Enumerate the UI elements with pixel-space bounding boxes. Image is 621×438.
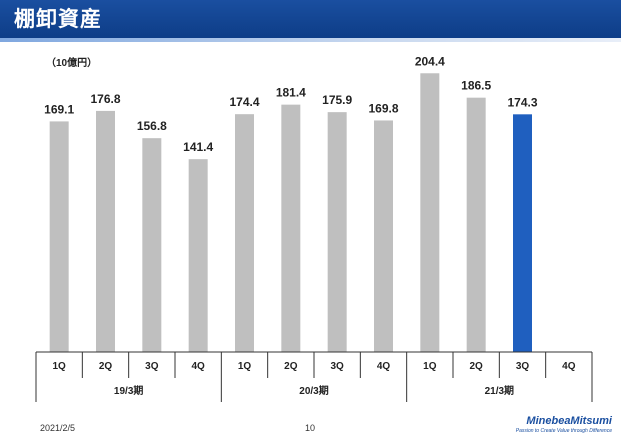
unit-label: （10億円） <box>46 58 98 69</box>
bar <box>281 104 301 353</box>
x-tick-label: 2Q <box>284 361 298 372</box>
x-tick-label: 4Q <box>191 361 205 372</box>
x-tick-label: 3Q <box>145 361 159 372</box>
bar <box>235 114 254 352</box>
group-label: 21/3期 <box>485 384 514 397</box>
bar <box>513 114 532 353</box>
page-title: 棚卸資産 <box>14 8 102 31</box>
x-tick-label: 1Q <box>423 361 437 372</box>
header-accent-band <box>0 38 621 42</box>
data-label: 181.4 <box>276 86 306 100</box>
data-label: 169.8 <box>368 101 398 115</box>
bar <box>188 159 208 352</box>
x-tick-label: 2Q <box>469 361 483 372</box>
data-label: 141.4 <box>183 140 213 154</box>
data-label: 169.1 <box>44 102 74 116</box>
bar <box>466 97 486 352</box>
data-label: 204.4 <box>415 54 445 68</box>
bar <box>374 120 393 352</box>
header-bar: 棚卸資産 <box>0 0 621 40</box>
x-tick-label: 1Q <box>52 361 66 372</box>
brand-tagline: Passion to Create Value through Differen… <box>515 428 612 434</box>
brand-name: MinebeaMitsumi <box>526 415 612 427</box>
data-label: 175.9 <box>322 93 352 107</box>
bar <box>327 112 347 353</box>
x-tick-label: 1Q <box>238 361 252 372</box>
footer-date: 2021/2/5 <box>40 423 76 433</box>
data-label: 186.5 <box>461 79 491 93</box>
x-tick-label: 2Q <box>99 361 113 372</box>
group-label: 19/3期 <box>114 384 143 397</box>
data-label: 174.3 <box>507 95 537 109</box>
group-label: 20/3期 <box>299 384 328 397</box>
bar <box>49 121 69 352</box>
page-number: 10 <box>305 423 316 433</box>
x-tick-label: 3Q <box>330 361 344 372</box>
data-label: 156.8 <box>137 119 167 133</box>
bar <box>142 138 162 352</box>
inventory-bar-chart: 169.1 176.8 156.8 141.4 174.4 181.4 175.9 169.8… <box>35 54 593 402</box>
x-tick-label: 4Q <box>562 361 576 372</box>
x-tick-label: 4Q <box>377 361 391 372</box>
bar <box>420 73 440 352</box>
data-label: 176.8 <box>90 92 120 106</box>
data-label: 174.4 <box>229 95 259 109</box>
x-tick-label: 3Q <box>516 361 530 372</box>
bar <box>96 110 115 352</box>
brand-logo: MinebeaMitsumi Passion to Create Value t… <box>500 415 612 437</box>
